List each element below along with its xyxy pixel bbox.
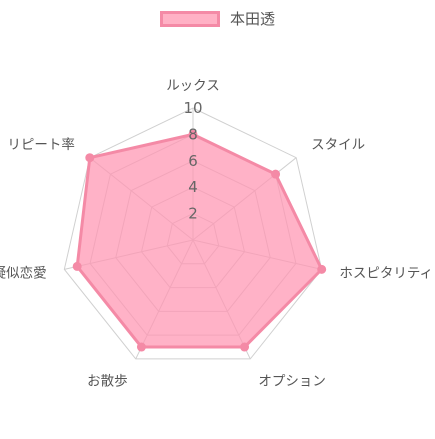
data-point-0[interactable] (188, 129, 198, 139)
axis-label-0: ルックス (166, 78, 220, 94)
tick-label-8: 8 (188, 125, 198, 143)
axis-label-2: ホスピタリティ (339, 265, 433, 281)
tick-label-4: 4 (188, 178, 198, 196)
data-point-6[interactable] (85, 153, 95, 163)
tick-label-6: 6 (188, 152, 198, 170)
tick-label-2: 2 (188, 205, 198, 223)
axis-label-6: リピート率 (7, 136, 75, 153)
data-point-4[interactable] (136, 342, 146, 352)
chart-legend: 本田透 (0, 8, 435, 29)
grid-ring-10 (63, 107, 323, 360)
data-point-2[interactable] (317, 264, 327, 274)
axis-label-4: お散歩 (87, 374, 128, 390)
series-area (75, 132, 324, 349)
tick-label-10: 10 (183, 99, 202, 117)
data-point-1[interactable] (271, 169, 281, 179)
axis-label-5: 疑似恋愛 (0, 264, 47, 281)
legend-swatch[interactable] (159, 10, 220, 27)
data-point-3[interactable] (240, 342, 250, 352)
legend-label: 本田透 (229, 10, 275, 28)
axis-label-3: オプション (258, 374, 326, 390)
data-point-5[interactable] (72, 261, 82, 271)
axis-label-1: スタイル (311, 137, 365, 153)
